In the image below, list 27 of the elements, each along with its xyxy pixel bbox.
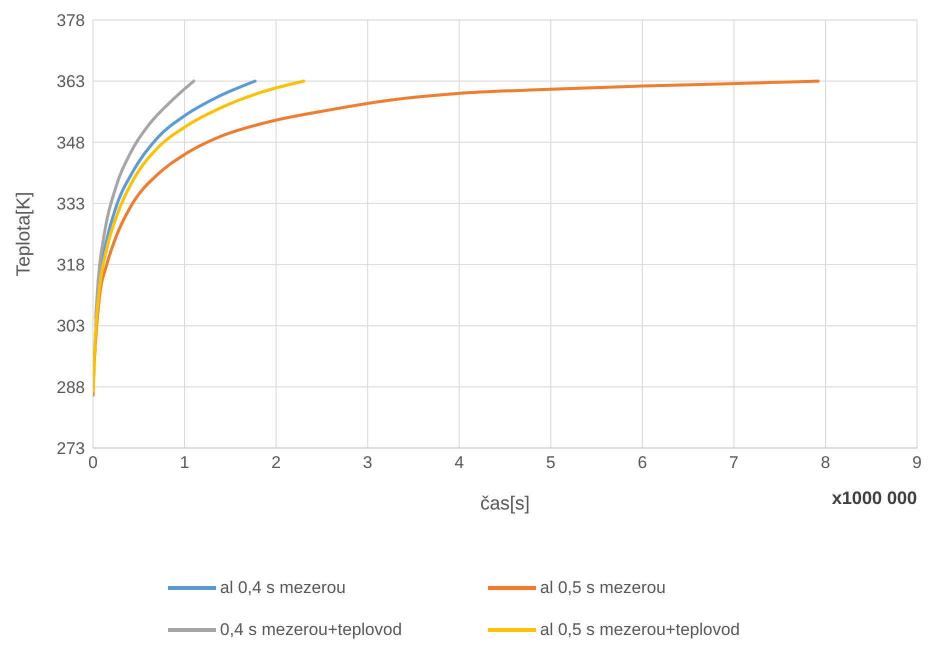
x-axis-title: čas[s] bbox=[480, 493, 530, 514]
y-tick-label: 288 bbox=[56, 378, 85, 397]
y-tick-label: 333 bbox=[56, 194, 85, 214]
x-tick-label: 8 bbox=[820, 453, 830, 472]
legend-label: al 0,4 s mezerou bbox=[220, 578, 346, 598]
x-tick-label: 4 bbox=[454, 453, 464, 472]
x-tick-label: 3 bbox=[362, 453, 372, 472]
y-tick-label: 303 bbox=[56, 316, 85, 336]
x-tick-label: 0 bbox=[88, 453, 98, 472]
legend-label: al 0,5 s mezerou bbox=[540, 578, 666, 598]
y-tick-label: 348 bbox=[56, 133, 85, 152]
y-tick-label: 363 bbox=[56, 72, 85, 92]
x-tick-label: 7 bbox=[729, 453, 739, 472]
x-tick-label: 5 bbox=[546, 453, 556, 472]
y-tick-label: 378 bbox=[56, 11, 85, 30]
y-axis-title: Teplota[K] bbox=[14, 192, 35, 276]
line-series bbox=[93, 80, 306, 392]
legend-label: 0,4 s mezerou+teplovod bbox=[220, 620, 402, 640]
y-tick-label: 318 bbox=[56, 256, 85, 275]
line-series bbox=[94, 80, 196, 320]
x-tick-label: 1 bbox=[180, 453, 190, 472]
text: x1000 000 bbox=[832, 488, 917, 509]
x-tick-label: 6 bbox=[638, 453, 648, 472]
legend-label: al 0,5 s mezerou+teplovod bbox=[540, 620, 740, 640]
x-tick-label: 9 bbox=[912, 453, 922, 472]
x-tick-label: 2 bbox=[271, 453, 281, 472]
y-tick-label: 273 bbox=[56, 439, 85, 458]
